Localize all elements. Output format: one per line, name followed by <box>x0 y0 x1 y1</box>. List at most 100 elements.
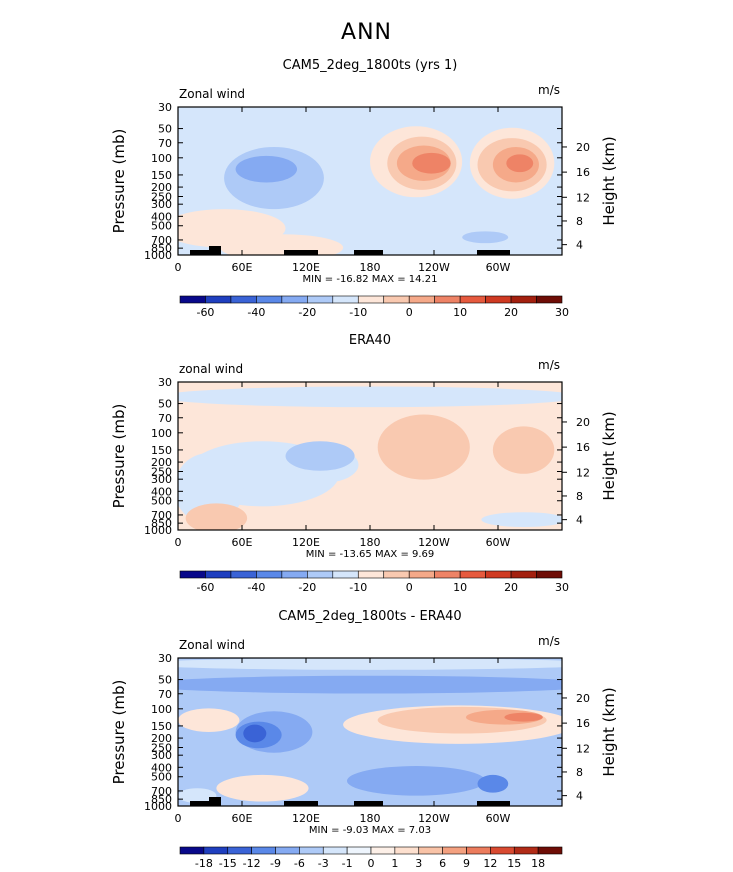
pressure-tick-label: 700 <box>151 234 172 247</box>
height-tick-label: 20 <box>576 141 590 154</box>
lon-tick-label: 0 <box>175 812 182 825</box>
pressure-tick-label: 700 <box>151 509 172 522</box>
contour-region <box>377 414 470 480</box>
contour-region <box>492 426 555 474</box>
lon-tick-label: 60E <box>232 261 253 274</box>
contour-region <box>178 658 562 670</box>
contour-region <box>506 154 534 173</box>
pressure-tick-label: 30 <box>158 652 172 665</box>
colorbar-label: -12 <box>243 857 261 870</box>
colorbar-label: 15 <box>507 857 521 870</box>
colorbar-segment <box>485 570 512 579</box>
topography-block <box>284 250 318 255</box>
colorbar-segment <box>179 846 205 855</box>
topography-block <box>209 246 221 255</box>
colorbar-label: -20 <box>298 581 316 594</box>
colorbar-label: -18 <box>195 857 213 870</box>
topography-block <box>477 801 510 806</box>
lon-tick-label: 180 <box>360 536 381 549</box>
pressure-tick-label: 700 <box>151 785 172 798</box>
topography-block <box>284 801 318 806</box>
pressure-tick-label: 850 <box>151 242 172 255</box>
colorbar-label: -20 <box>298 306 316 319</box>
contour-region <box>178 675 562 694</box>
pressure-tick-label: 1000 <box>144 249 172 262</box>
lon-tick-label: 180 <box>360 812 381 825</box>
colorbar-segment <box>434 570 461 579</box>
colorbar-segment <box>357 570 385 579</box>
colorbar-segment <box>307 570 334 579</box>
variable-label: Zonal wind <box>179 638 245 652</box>
colorbar-segment <box>383 295 410 304</box>
pressure-tick-label: 50 <box>158 674 172 687</box>
y-axis-label: Pressure (mb) <box>110 404 128 509</box>
colorbar-label: 9 <box>463 857 470 870</box>
colorbar-segment <box>510 570 537 579</box>
colorbar-label: 10 <box>453 306 467 319</box>
colorbar-label: 30 <box>555 581 569 594</box>
colorbar-label: 0 <box>406 581 413 594</box>
colorbar-label: -40 <box>247 581 265 594</box>
height-tick-label: 16 <box>576 717 590 730</box>
topography-block <box>354 801 383 806</box>
y-axis-label: Pressure (mb) <box>110 680 128 785</box>
contour-region <box>504 712 543 722</box>
lon-tick-label: 0 <box>175 261 182 274</box>
panel-title: CAM5_2deg_1800ts - ERA40 <box>278 609 461 624</box>
y-axis-label-right: Height (km) <box>600 411 618 500</box>
colorbar-segment <box>203 846 229 855</box>
pressure-tick-label: 850 <box>151 793 172 806</box>
height-tick-label: 8 <box>576 490 583 503</box>
colorbar-label: 20 <box>504 306 518 319</box>
pressure-tick-label: 250 <box>151 465 172 478</box>
lon-tick-label: 120W <box>418 261 450 274</box>
panel-1: CAM5_2deg_1800ts (yrs 1) Zonal wind m/s 30 5… <box>110 58 618 319</box>
pressure-tick-label: 200 <box>151 456 172 469</box>
contour-region <box>178 788 217 804</box>
colorbar-segment <box>251 846 276 855</box>
pressure-tick-label: 1000 <box>144 524 172 537</box>
min-max-label: MIN = -13.65 MAX = 9.69 <box>306 549 435 560</box>
colorbar-segment <box>408 570 435 579</box>
contour-region <box>285 441 355 471</box>
variable-label: zonal wind <box>179 362 243 376</box>
colorbar-segment <box>442 846 467 855</box>
colorbar-segment <box>281 295 308 304</box>
colorbar-segment <box>459 295 486 304</box>
colorbar-segment <box>299 846 324 855</box>
colorbar-label: 12 <box>483 857 497 870</box>
pressure-tick-label: 70 <box>158 688 172 701</box>
pressure-tick-label: 100 <box>151 703 172 716</box>
pressure-tick-label: 30 <box>158 376 172 389</box>
colorbar-segment <box>230 295 257 304</box>
pressure-tick-label: 150 <box>151 169 172 182</box>
pressure-tick-label: 400 <box>151 761 172 774</box>
colorbar-segment <box>322 846 348 855</box>
pressure-tick-label: 300 <box>151 198 172 211</box>
topography-block <box>477 250 510 255</box>
pressure-tick-label: 250 <box>151 190 172 203</box>
colorbar-segment <box>513 846 539 855</box>
colorbar-label: -60 <box>196 306 214 319</box>
height-tick-label: 16 <box>576 166 590 179</box>
colorbar-segment <box>383 570 410 579</box>
colorbar-segment <box>332 295 359 304</box>
height-tick-label: 20 <box>576 416 590 429</box>
pressure-tick-label: 70 <box>158 137 172 150</box>
colorbar-segment <box>459 570 486 579</box>
contour-region <box>235 155 298 183</box>
colorbar: -18 -15 -12 -9 -6 -3 -1 0 1 3 6 9 12 15 18 <box>179 846 563 870</box>
topography-block <box>190 250 215 255</box>
colorbar-segment <box>408 295 435 304</box>
colorbar: -60 -40 -20 -10 0 10 20 30 <box>179 570 569 594</box>
colorbar-segment <box>536 570 563 579</box>
colorbar-segment <box>434 295 461 304</box>
lon-tick-label: 0 <box>175 536 182 549</box>
figure-title: ANN <box>341 20 392 45</box>
y-axis-label: Pressure (mb) <box>110 129 128 234</box>
pressure-tick-label: 300 <box>151 749 172 762</box>
contour-region <box>197 220 274 245</box>
min-max-label: MIN = -9.03 MAX = 7.03 <box>309 825 431 836</box>
